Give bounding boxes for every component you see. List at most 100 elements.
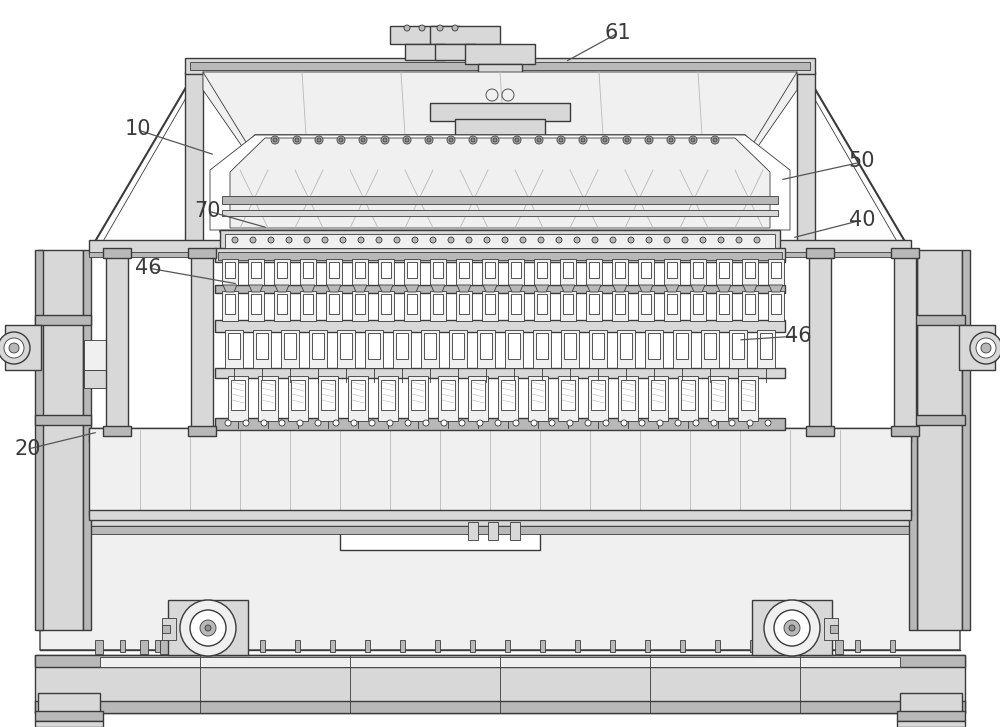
Bar xyxy=(411,380,425,410)
Circle shape xyxy=(579,136,587,144)
Bar xyxy=(638,259,654,285)
Bar xyxy=(228,376,248,421)
Bar xyxy=(855,640,860,652)
Bar xyxy=(312,333,324,359)
Circle shape xyxy=(427,138,431,142)
Circle shape xyxy=(495,420,501,426)
Bar xyxy=(732,333,744,359)
Bar xyxy=(768,259,784,285)
Bar xyxy=(355,294,365,314)
Circle shape xyxy=(243,420,249,426)
Bar xyxy=(719,262,729,278)
Bar xyxy=(352,291,368,321)
Bar xyxy=(508,333,520,359)
Circle shape xyxy=(574,237,580,243)
Bar xyxy=(433,294,443,314)
Bar xyxy=(478,64,522,86)
Bar xyxy=(790,640,798,654)
Bar xyxy=(430,291,446,321)
Bar xyxy=(5,335,19,361)
Bar xyxy=(891,426,919,436)
Circle shape xyxy=(689,136,697,144)
Bar xyxy=(894,340,916,370)
Circle shape xyxy=(581,138,585,142)
Bar xyxy=(897,721,965,727)
Bar xyxy=(228,333,240,359)
Bar xyxy=(485,294,495,314)
Bar xyxy=(745,294,755,314)
Bar xyxy=(681,380,695,410)
Circle shape xyxy=(405,420,411,426)
Bar xyxy=(962,250,970,630)
Circle shape xyxy=(477,420,483,426)
Bar xyxy=(438,376,458,421)
Circle shape xyxy=(601,136,609,144)
Bar xyxy=(618,376,638,421)
Polygon shape xyxy=(639,285,653,292)
Circle shape xyxy=(383,138,387,142)
Bar xyxy=(537,262,547,278)
Bar xyxy=(321,380,335,410)
Circle shape xyxy=(376,237,382,243)
Polygon shape xyxy=(431,285,445,292)
Circle shape xyxy=(535,136,543,144)
Bar xyxy=(396,333,408,359)
Bar xyxy=(806,248,834,258)
Circle shape xyxy=(337,136,345,144)
Circle shape xyxy=(295,138,299,142)
Bar xyxy=(470,640,475,652)
Circle shape xyxy=(286,237,292,243)
Bar xyxy=(588,376,608,421)
Bar xyxy=(277,262,287,278)
Bar xyxy=(648,333,660,359)
Bar xyxy=(909,415,965,425)
Bar xyxy=(288,376,308,421)
Bar xyxy=(508,259,524,285)
Circle shape xyxy=(711,420,717,426)
Bar xyxy=(378,291,394,321)
Bar xyxy=(511,262,521,278)
Bar xyxy=(215,368,785,378)
Polygon shape xyxy=(717,285,731,292)
Bar xyxy=(561,330,579,368)
Bar xyxy=(715,640,720,652)
Bar xyxy=(330,640,335,652)
Text: 46: 46 xyxy=(785,326,811,346)
Bar xyxy=(95,640,103,654)
Bar xyxy=(471,380,485,410)
Bar xyxy=(424,333,436,359)
Polygon shape xyxy=(223,285,237,292)
Circle shape xyxy=(639,420,645,426)
Circle shape xyxy=(647,138,651,142)
Bar xyxy=(738,376,758,421)
Bar xyxy=(468,522,478,540)
Polygon shape xyxy=(210,135,790,230)
Bar xyxy=(89,440,911,445)
Bar xyxy=(651,380,665,410)
Bar xyxy=(894,370,916,388)
Bar xyxy=(407,294,417,314)
Bar xyxy=(533,330,551,368)
Bar xyxy=(329,262,339,278)
Circle shape xyxy=(322,237,328,243)
Circle shape xyxy=(381,136,389,144)
Circle shape xyxy=(340,237,346,243)
Bar xyxy=(89,240,911,254)
Circle shape xyxy=(430,237,436,243)
Bar xyxy=(168,600,248,655)
Bar xyxy=(435,640,440,652)
Polygon shape xyxy=(220,135,780,232)
Bar xyxy=(430,103,570,121)
Bar xyxy=(215,248,785,262)
Polygon shape xyxy=(743,285,757,292)
Bar xyxy=(797,72,815,252)
Circle shape xyxy=(205,625,211,631)
Bar xyxy=(563,294,573,314)
Bar xyxy=(188,248,216,258)
Polygon shape xyxy=(379,285,393,292)
Bar xyxy=(745,262,755,278)
Bar xyxy=(480,333,492,359)
Bar xyxy=(162,618,176,640)
Circle shape xyxy=(297,420,303,426)
Circle shape xyxy=(764,600,820,656)
